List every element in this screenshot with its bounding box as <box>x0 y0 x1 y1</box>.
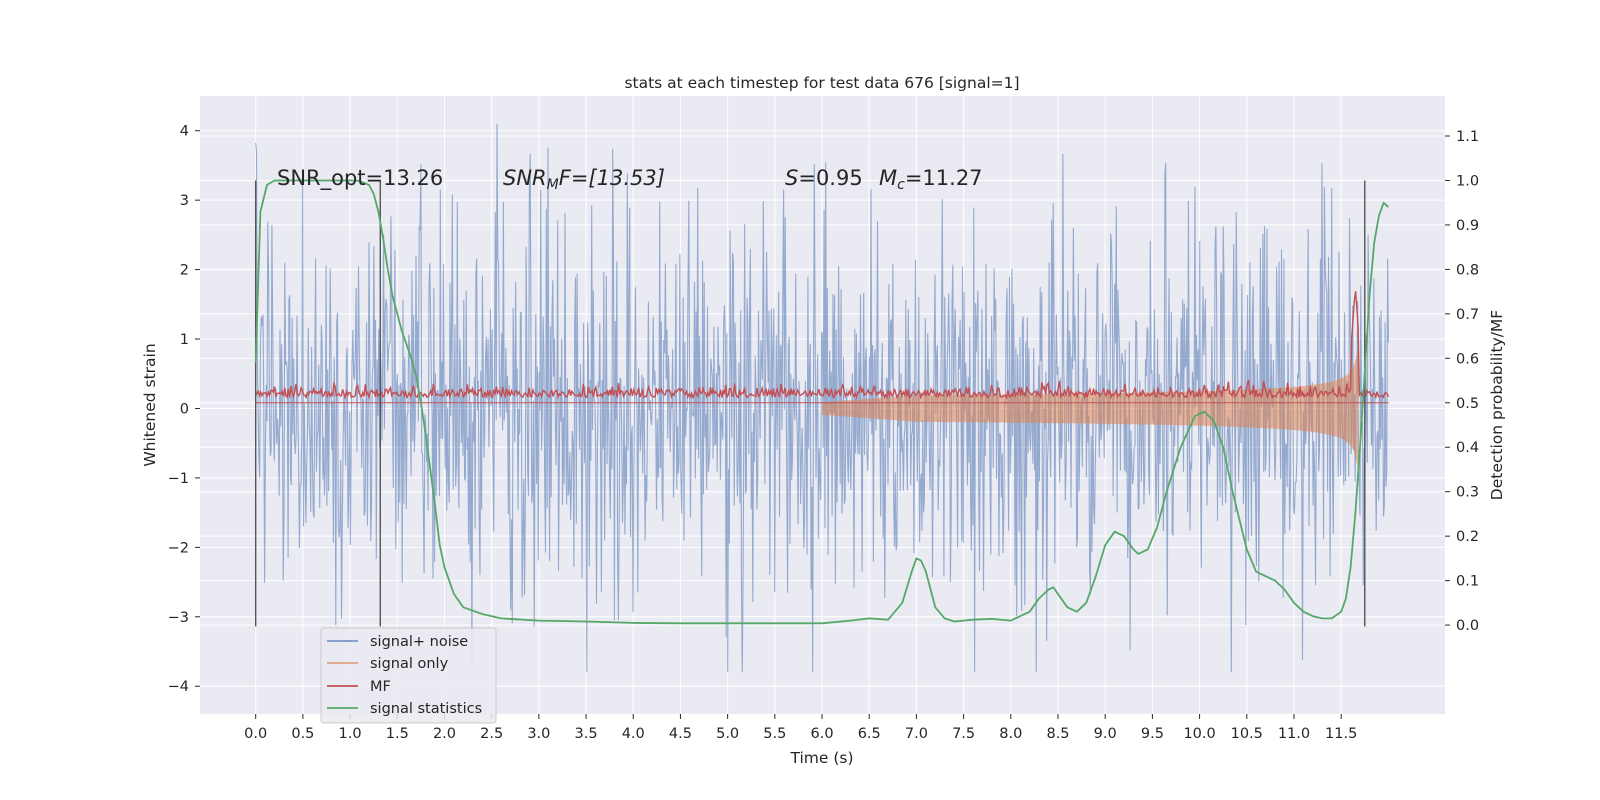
mc-annotation: Mc=11.27 <box>879 166 983 193</box>
x-tick-label: 9.0 <box>1094 726 1117 742</box>
x-tick-label: 5.5 <box>763 726 786 742</box>
y-right-tick-label: 0.5 <box>1456 396 1479 412</box>
y-right-tick-label: 0.7 <box>1456 307 1479 323</box>
y-axis-right-label: Detection probability/MF <box>1488 310 1506 501</box>
snr-mf-rest: F=[13.53] <box>559 166 665 190</box>
y-right-tick-label: 0.1 <box>1456 574 1479 590</box>
x-tick-label: 9.5 <box>1141 726 1164 742</box>
y-right-tick-label: 0.3 <box>1456 485 1479 501</box>
y-right-tick-label: 1.0 <box>1456 173 1479 189</box>
y-tick-label: −4 <box>168 679 189 695</box>
y-tick-label: 3 <box>180 193 189 209</box>
y-right-tick-label: 0.4 <box>1456 440 1479 456</box>
chart-title: stats at each timestep for test data 676… <box>624 74 1019 92</box>
snr-mf-name: SNR <box>503 166 547 190</box>
y-right-tick-label: 0.2 <box>1456 529 1479 545</box>
x-tick-label: 4.5 <box>669 726 692 742</box>
mc-sub: c <box>897 177 905 193</box>
y-tick-label: −1 <box>168 471 189 487</box>
y-right-tick-label: 1.1 <box>1456 129 1479 145</box>
tick-labels: 0.0 0.5 1.0 1.5 2.0 2.5 3.0 3.5 4.0 4.5 5.0 5.5 6.0 6… <box>168 124 1479 742</box>
legend-label-signal: signal only <box>370 656 449 672</box>
x-tick-label: 2.5 <box>480 726 503 742</box>
x-tick-label: 3.0 <box>527 726 550 742</box>
legend-label-statistics: signal statistics <box>370 701 482 717</box>
x-tick-label: 3.5 <box>575 726 598 742</box>
x-tick-label: 1.5 <box>386 726 409 742</box>
legend-box <box>320 627 497 724</box>
y-tick-label: −2 <box>168 540 189 556</box>
y-right-tick-label: 0.0 <box>1456 618 1479 634</box>
x-tick-label: 2.0 <box>433 726 456 742</box>
signal-statistics-series <box>254 179 1390 625</box>
x-tick-label: 10.0 <box>1183 726 1215 742</box>
x-tick-label: 11.5 <box>1325 726 1357 742</box>
x-tick-label: 8.5 <box>1046 726 1069 742</box>
y-tick-label: −3 <box>168 610 189 626</box>
y-right-tick-label: 0.8 <box>1456 262 1479 278</box>
x-tick-label: 8.0 <box>999 726 1022 742</box>
x-tick-label: 0.5 <box>291 726 314 742</box>
snr-opt-annotation: SNR_opt=13.26 <box>277 166 443 191</box>
mc-value: =11.27 <box>905 166 983 190</box>
y-tick-label: 4 <box>180 124 189 140</box>
signal-plus-noise-series <box>255 123 1389 673</box>
x-tick-label: 1.0 <box>339 726 362 742</box>
legend-label-mf: MF <box>370 679 391 695</box>
y-tick-label: 0 <box>180 401 189 417</box>
x-axis-label: Time (s) <box>789 749 853 767</box>
legend-label-noise: signal+ noise <box>370 634 468 650</box>
snr-mf-f: F=[13.53] <box>559 166 665 190</box>
x-tick-label: 6.5 <box>858 726 881 742</box>
x-tick-label: 10.5 <box>1231 726 1263 742</box>
y-right-tick-label: 0.9 <box>1456 218 1479 234</box>
x-tick-label: 6.0 <box>810 726 833 742</box>
x-tick-label: 7.5 <box>952 726 975 742</box>
x-tick-label: 0.0 <box>244 726 267 742</box>
s-annotation: S=0.95 <box>785 166 863 190</box>
signal-only-envelope <box>822 346 1359 471</box>
signal-plus-noise-line <box>255 123 1389 673</box>
snr-mf-sub: M <box>547 177 559 193</box>
snr-mf-annotation: SNRMF=[13.53] <box>503 166 665 193</box>
s-value: =0.95 <box>798 166 862 190</box>
mf-series <box>255 291 1390 404</box>
y-tick-label: 1 <box>180 332 189 348</box>
x-tick-label: 7.0 <box>905 726 928 742</box>
y-tick-label: 2 <box>180 263 189 279</box>
mf-line <box>255 291 1390 400</box>
y-axis-label: Whitened strain <box>141 343 159 466</box>
s-name: S <box>785 166 798 190</box>
legend: signal+ noise signal only MF signal stat… <box>320 627 497 724</box>
vertical-markers <box>254 180 1366 627</box>
x-tick-label: 11.0 <box>1278 726 1310 742</box>
x-tick-label: 4.0 <box>622 726 645 742</box>
x-tick-label: 5.0 <box>716 726 739 742</box>
signal-statistics-line <box>254 179 1390 625</box>
y-right-tick-label: 0.6 <box>1456 351 1479 367</box>
mc-name: M <box>879 166 897 190</box>
signal-only-series <box>822 346 1359 471</box>
